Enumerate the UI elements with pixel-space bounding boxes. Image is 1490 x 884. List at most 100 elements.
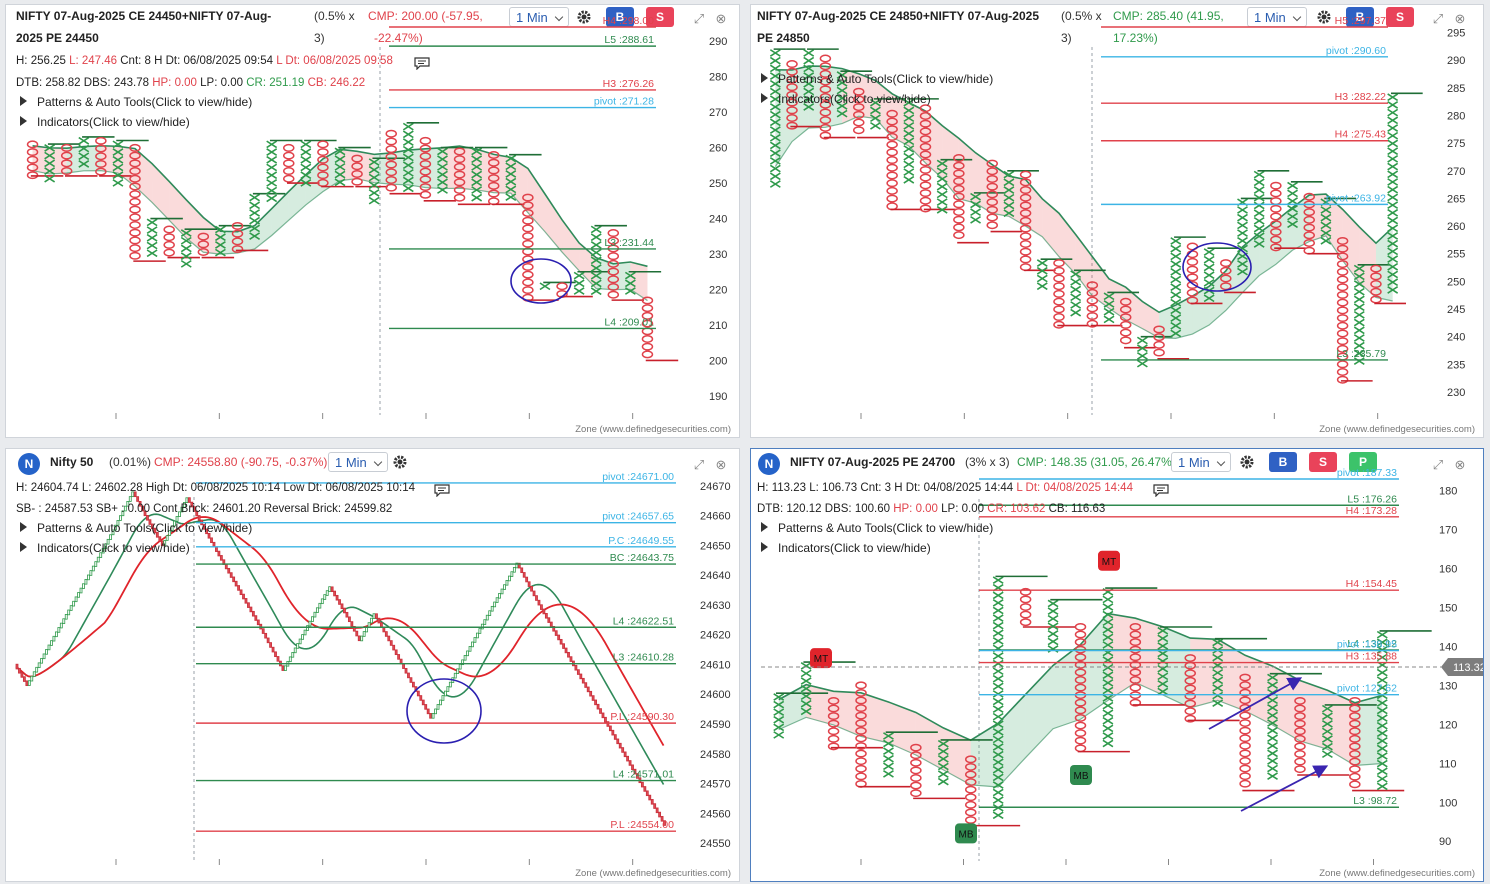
x-box xyxy=(1036,259,1048,267)
renko-brick xyxy=(215,546,218,552)
x-box xyxy=(1102,633,1114,642)
renko-brick xyxy=(256,619,260,626)
renko-brick xyxy=(660,816,664,822)
buy-button[interactable]: B xyxy=(606,7,634,27)
cloud-segment xyxy=(1107,613,1136,701)
renko-brick xyxy=(298,638,302,645)
close-icon[interactable]: ⊗ xyxy=(715,457,727,472)
comment-icon[interactable] xyxy=(414,57,430,70)
renko-brick xyxy=(362,631,366,637)
gear-icon[interactable] xyxy=(392,454,408,470)
x-box xyxy=(1253,209,1265,218)
x-box xyxy=(44,174,56,183)
x-box xyxy=(1070,308,1082,317)
close-icon[interactable]: ⊗ xyxy=(1454,11,1466,26)
o-box xyxy=(819,131,832,140)
o-box xyxy=(1349,712,1361,721)
renko-brick xyxy=(557,634,561,641)
level-label: pivot :24671.00 xyxy=(602,471,674,483)
indicators-toggle[interactable]: Indicators(Click to view/hide) xyxy=(20,114,190,130)
buy-button[interactable]: B xyxy=(1346,7,1374,27)
close-icon[interactable]: ⊗ xyxy=(715,11,727,26)
gear-icon[interactable] xyxy=(1316,9,1332,25)
x-box xyxy=(505,170,517,178)
expand-icon[interactable]: ⤢ xyxy=(693,11,705,26)
timeframe-select[interactable]: 1 Min xyxy=(328,452,388,472)
o-box xyxy=(1019,170,1032,179)
patterns-toggle[interactable]: Patterns & Auto Tools(Click to view/hide… xyxy=(20,94,252,110)
renko-brick xyxy=(357,635,361,642)
pnf-chart[interactable]: 230 235 240 245 250 255 260 265 270 275 280 285 290 2… xyxy=(751,5,1483,437)
x-box xyxy=(112,140,124,149)
o-box xyxy=(487,158,500,167)
renko-brick xyxy=(655,807,659,814)
x-box xyxy=(78,160,90,168)
x-box xyxy=(112,178,124,187)
x-column xyxy=(1036,259,1048,291)
x-box xyxy=(1353,287,1365,296)
expand-icon[interactable]: ⤢ xyxy=(1432,457,1444,472)
pnf-chart[interactable]: 90 100 110 120 130 140 150 160 170 180 MT MB MT MB piv… xyxy=(751,449,1483,881)
indicators-toggle[interactable]: Indicators(Click to view/hide) xyxy=(761,91,931,107)
renko-brick xyxy=(421,699,425,706)
renko-brick xyxy=(276,656,280,662)
x-box xyxy=(505,177,517,186)
gear-icon[interactable] xyxy=(1239,454,1255,470)
o-box xyxy=(419,136,432,145)
level-label: P.L :24554.00 xyxy=(610,819,674,831)
x-box xyxy=(769,110,781,119)
close-icon[interactable]: ⊗ xyxy=(1454,457,1466,472)
x-column xyxy=(1070,270,1082,317)
timeframe-select[interactable]: 1 Min xyxy=(1171,452,1231,472)
o-box xyxy=(1074,721,1087,730)
y-tick-label: 24580 xyxy=(700,749,731,761)
comment-icon[interactable] xyxy=(434,484,450,497)
renko-brick xyxy=(27,680,31,686)
o-box xyxy=(1349,696,1361,705)
patterns-toggle[interactable]: Patterns & Auto Tools(Click to view/hide… xyxy=(761,520,993,536)
indicators-toggle[interactable]: Indicators(Click to view/hide) xyxy=(761,540,931,556)
timeframe-select[interactable]: 1 Min xyxy=(509,7,569,27)
o-box xyxy=(1220,266,1232,275)
gear-icon[interactable] xyxy=(576,9,592,25)
sell-button[interactable]: S xyxy=(1309,452,1337,472)
indicators-toggle[interactable]: Indicators(Click to view/hide) xyxy=(20,540,190,556)
patterns-toggle[interactable]: Patterns & Auto Tools(Click to view/hide… xyxy=(20,520,252,536)
o-box xyxy=(919,135,932,144)
comment-icon[interactable] xyxy=(1153,484,1169,497)
x-box xyxy=(1387,224,1399,233)
expand-icon[interactable]: ⤢ xyxy=(693,457,705,472)
o-box xyxy=(1336,344,1349,353)
o-column xyxy=(886,109,898,211)
position-button[interactable]: P xyxy=(1349,452,1377,472)
o-box xyxy=(953,177,965,186)
patterns-toggle[interactable]: Patterns & Auto Tools(Click to view/hide… xyxy=(761,71,993,87)
buy-button[interactable]: B xyxy=(1269,452,1297,472)
o-box xyxy=(1336,260,1349,269)
pattern-marker xyxy=(1098,550,1120,571)
x-box xyxy=(870,121,881,130)
expand-icon[interactable]: ⤢ xyxy=(1432,11,1444,26)
o-box xyxy=(419,167,432,176)
o-box xyxy=(855,681,867,690)
renko-brick xyxy=(217,550,221,557)
renko-brick xyxy=(47,644,51,651)
o-box xyxy=(1129,668,1142,677)
renko-brick xyxy=(79,587,83,594)
sell-button[interactable]: S xyxy=(646,7,674,27)
renko-brick xyxy=(653,803,657,809)
x-column xyxy=(78,136,90,168)
renko-brick xyxy=(232,576,236,583)
renko-brick xyxy=(478,628,482,634)
x-column xyxy=(300,140,312,187)
y-tick-label: 255 xyxy=(1447,249,1465,261)
pnf-chart[interactable]: 190 200 210 220 230 240 250 260 270 280 290 L5 :288… xyxy=(6,5,739,437)
renko-brick xyxy=(552,625,556,632)
timeframe-select[interactable]: 1 Min xyxy=(1247,7,1307,27)
o-box xyxy=(385,183,397,192)
renko-brick xyxy=(448,681,452,688)
x-box xyxy=(1387,247,1399,256)
sell-button[interactable]: S xyxy=(1386,7,1414,27)
o-box xyxy=(886,194,898,203)
x-box xyxy=(44,151,56,160)
